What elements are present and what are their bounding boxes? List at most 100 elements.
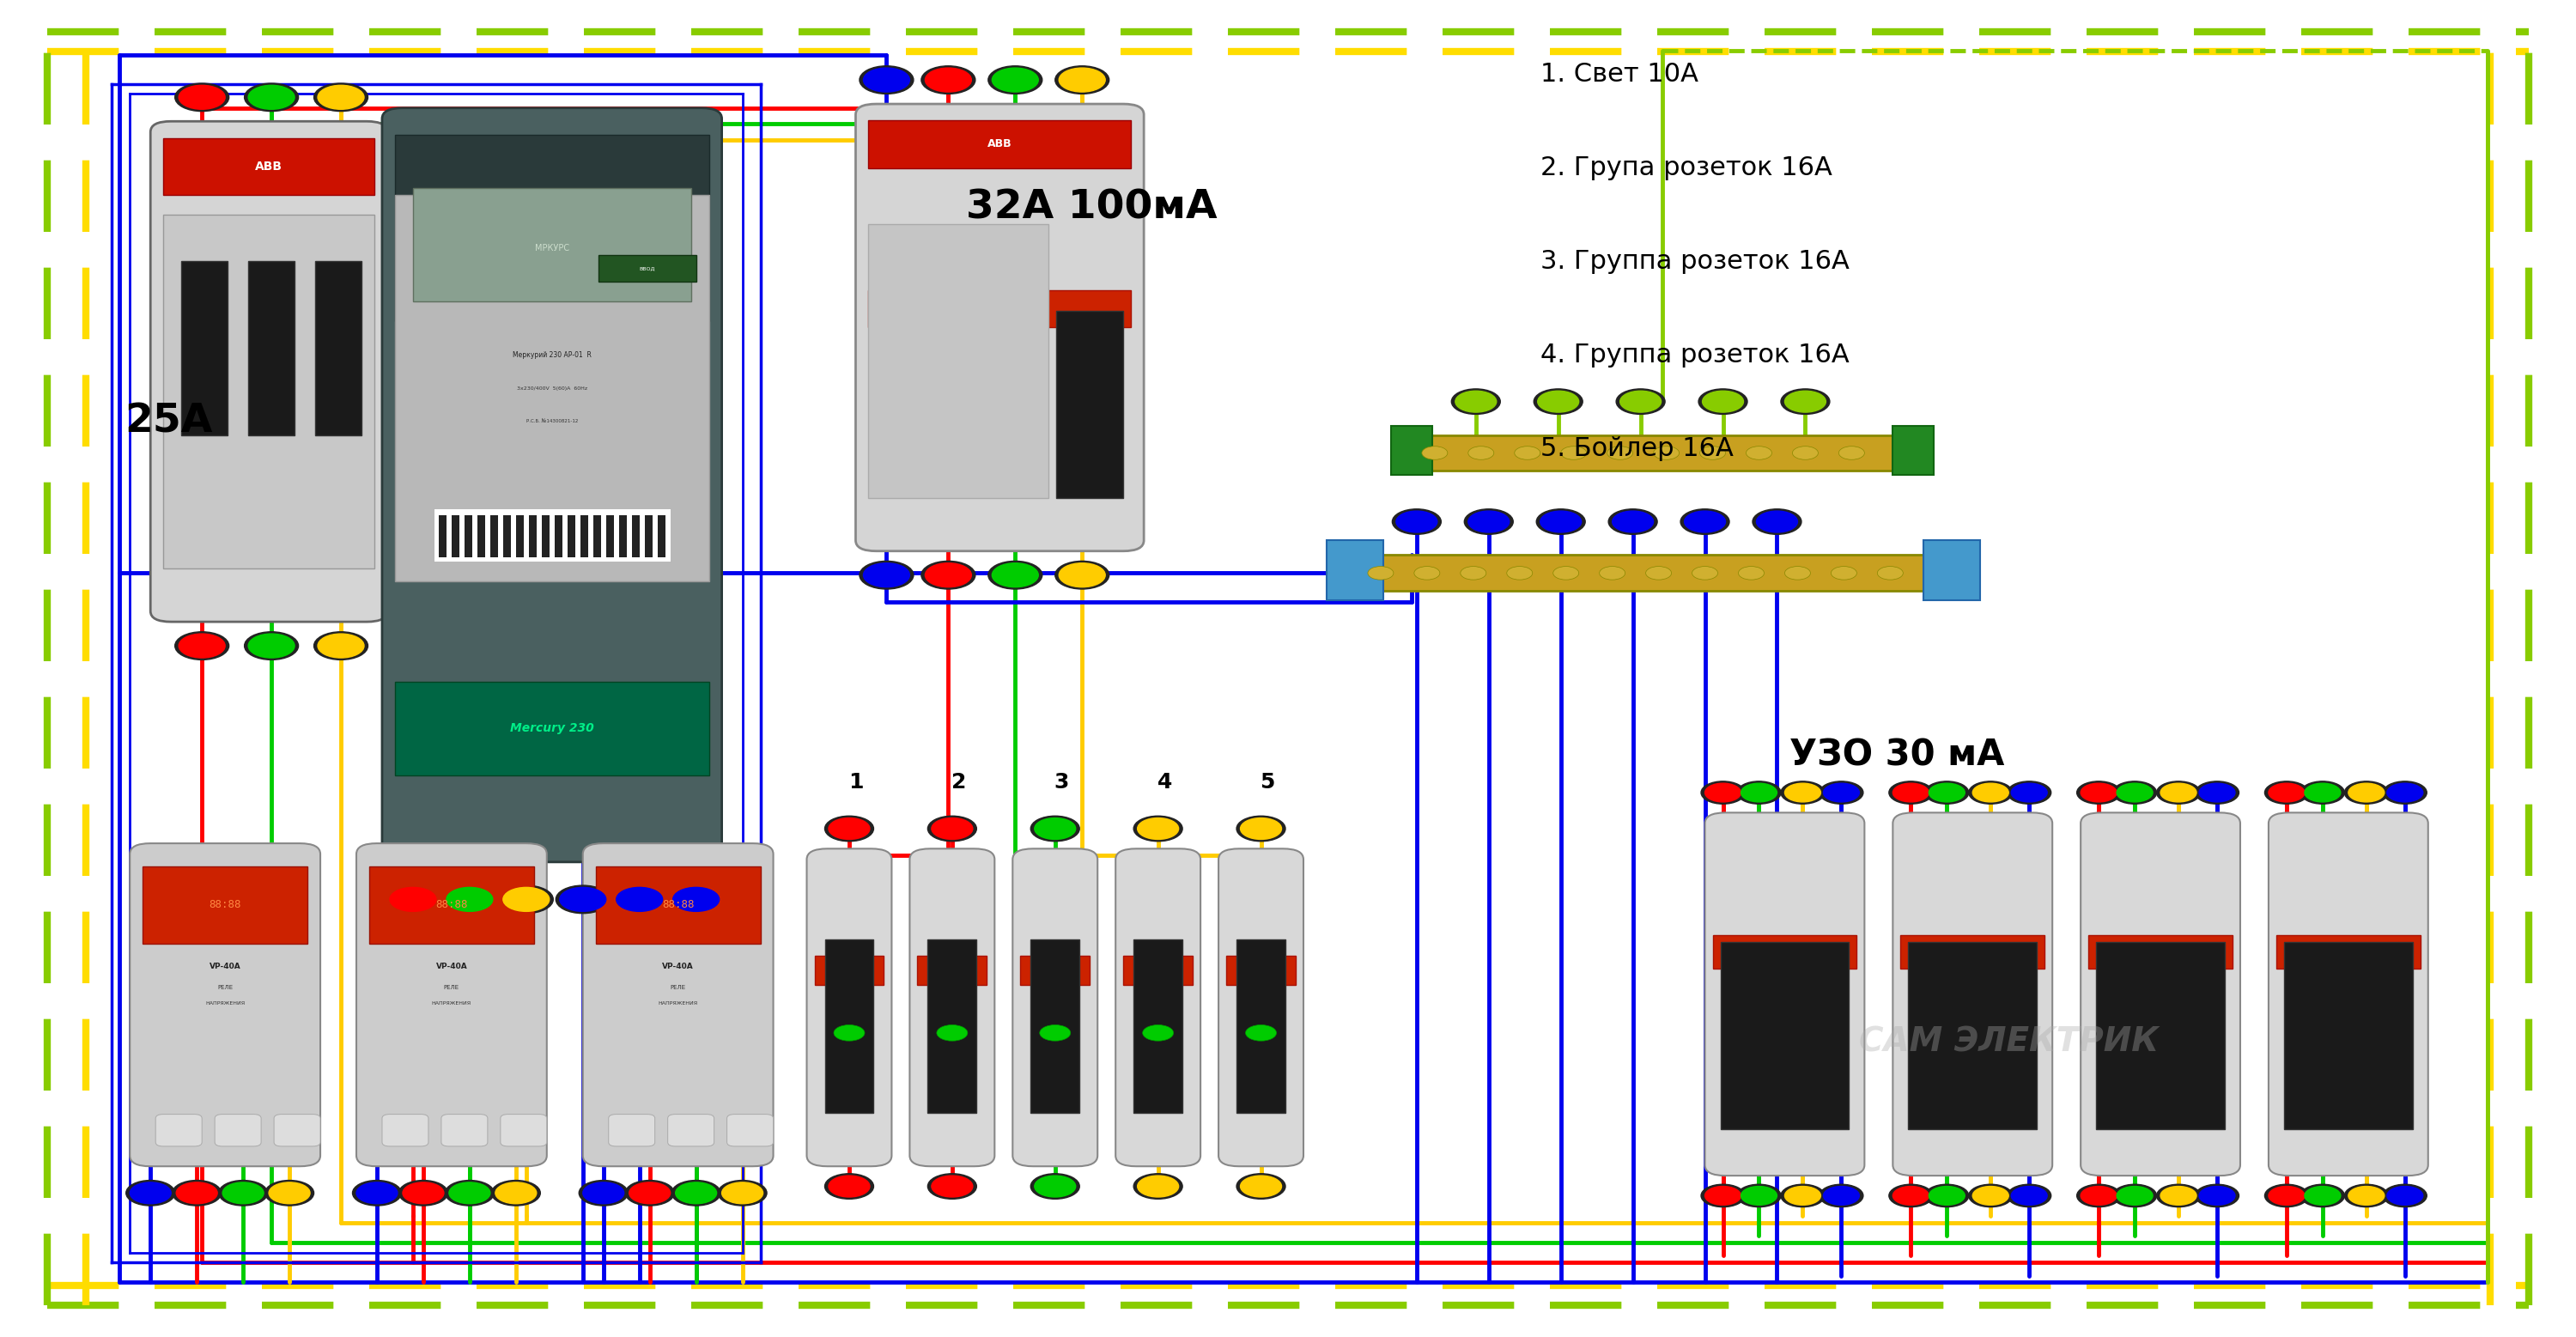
Circle shape — [1059, 68, 1105, 92]
Circle shape — [559, 888, 605, 912]
Circle shape — [219, 1181, 268, 1206]
FancyBboxPatch shape — [2081, 813, 2241, 1175]
Bar — [515, 515, 523, 558]
FancyBboxPatch shape — [1012, 849, 1097, 1166]
Circle shape — [1236, 816, 1285, 841]
Bar — [1236, 940, 1285, 1112]
Circle shape — [1700, 1185, 1744, 1207]
Circle shape — [1236, 1174, 1285, 1199]
Circle shape — [178, 634, 224, 658]
Bar — [580, 515, 587, 558]
Circle shape — [1973, 783, 2009, 802]
Circle shape — [2200, 783, 2236, 802]
Text: 88:88: 88:88 — [435, 900, 469, 910]
Circle shape — [355, 1182, 397, 1203]
Text: МРКУРС: МРКУРС — [536, 243, 569, 253]
Circle shape — [2300, 1185, 2344, 1207]
FancyBboxPatch shape — [500, 1114, 546, 1146]
FancyBboxPatch shape — [608, 1114, 654, 1146]
Circle shape — [1685, 511, 1726, 532]
Bar — [464, 515, 471, 558]
Circle shape — [1535, 509, 1584, 535]
Text: 2. Група розеток 16А: 2. Група розеток 16А — [1540, 155, 1832, 180]
Circle shape — [1893, 783, 1929, 802]
Bar — [162, 139, 374, 195]
Circle shape — [922, 562, 976, 590]
Circle shape — [500, 885, 554, 913]
Bar — [1226, 956, 1296, 985]
Bar — [477, 515, 484, 558]
Circle shape — [1968, 781, 2012, 804]
Circle shape — [1736, 1185, 1780, 1207]
Text: 2: 2 — [951, 771, 966, 793]
Circle shape — [2269, 1186, 2306, 1205]
Circle shape — [2195, 781, 2239, 804]
Bar — [1123, 956, 1193, 985]
Circle shape — [1739, 567, 1765, 580]
Circle shape — [1654, 447, 1680, 460]
Text: Mercury 230: Mercury 230 — [510, 722, 595, 734]
Bar — [868, 120, 1131, 168]
Circle shape — [1839, 447, 1865, 460]
Bar — [592, 515, 600, 558]
FancyBboxPatch shape — [909, 849, 994, 1166]
Bar — [528, 515, 536, 558]
Circle shape — [314, 83, 368, 111]
Circle shape — [495, 1182, 536, 1203]
Circle shape — [1133, 1174, 1182, 1199]
Circle shape — [399, 1181, 448, 1206]
Circle shape — [1139, 818, 1180, 840]
Bar — [868, 290, 1131, 328]
Circle shape — [1607, 509, 1656, 535]
Circle shape — [2344, 781, 2388, 804]
Bar — [2097, 943, 2226, 1128]
Circle shape — [222, 1182, 263, 1203]
Circle shape — [1461, 567, 1486, 580]
Circle shape — [829, 818, 871, 840]
Circle shape — [2161, 1186, 2197, 1205]
Circle shape — [2076, 781, 2120, 804]
Circle shape — [1144, 1025, 1175, 1042]
Circle shape — [580, 1181, 629, 1206]
Circle shape — [1607, 447, 1633, 460]
Circle shape — [1515, 447, 1540, 460]
Circle shape — [1468, 511, 1510, 532]
Circle shape — [2007, 1185, 2050, 1207]
Circle shape — [2264, 1185, 2308, 1207]
Circle shape — [1793, 447, 1819, 460]
Bar — [489, 515, 497, 558]
Circle shape — [1368, 567, 1394, 580]
Circle shape — [1561, 447, 1587, 460]
Circle shape — [1785, 567, 1811, 580]
Circle shape — [2306, 783, 2342, 802]
Bar — [162, 215, 374, 568]
Text: Меркурий 230 АР-01  R: Меркурий 230 АР-01 R — [513, 352, 592, 358]
Circle shape — [2344, 1185, 2388, 1207]
Bar — [502, 515, 510, 558]
Circle shape — [829, 1175, 871, 1197]
Circle shape — [629, 1182, 670, 1203]
Text: 3: 3 — [1054, 771, 1069, 793]
Text: Р.С.Б. №14300821-12: Р.С.Б. №14300821-12 — [526, 420, 577, 424]
Circle shape — [402, 1182, 443, 1203]
Circle shape — [1973, 1186, 2009, 1205]
Circle shape — [314, 632, 368, 660]
Circle shape — [2195, 1185, 2239, 1207]
Circle shape — [1242, 1175, 1283, 1197]
FancyBboxPatch shape — [667, 1114, 714, 1146]
Circle shape — [1422, 447, 1448, 460]
Circle shape — [2349, 1186, 2385, 1205]
Circle shape — [1036, 1175, 1077, 1197]
Circle shape — [719, 1181, 768, 1206]
FancyBboxPatch shape — [129, 844, 319, 1166]
Text: РЕЛЕ: РЕЛЕ — [443, 985, 459, 991]
Bar — [2089, 936, 2233, 969]
FancyBboxPatch shape — [214, 1114, 260, 1146]
Circle shape — [1450, 389, 1499, 414]
Bar — [644, 515, 652, 558]
Circle shape — [1553, 567, 1579, 580]
Circle shape — [1819, 781, 1862, 804]
Bar — [1327, 540, 1383, 600]
Circle shape — [1705, 1186, 1741, 1205]
Bar — [814, 956, 884, 985]
